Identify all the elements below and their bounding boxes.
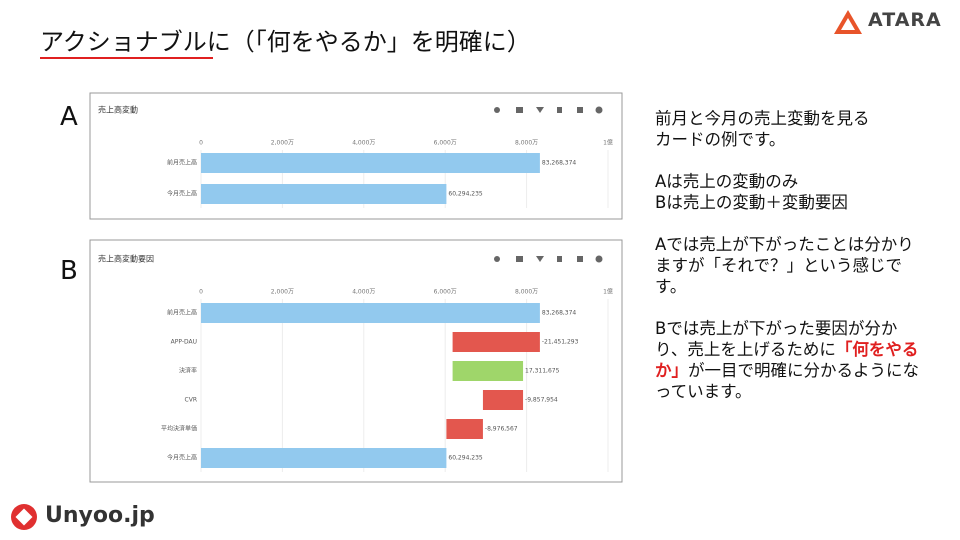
note-text: が一目で明確に分かるようになっています。 <box>655 361 919 401</box>
y-tick-label: 今月売上高 <box>167 190 197 198</box>
y-tick-label: 今月売上高 <box>167 454 197 462</box>
y-tick-label: 平均決済単価 <box>161 425 197 433</box>
toolbar-a <box>494 106 603 114</box>
value-label: 60,294,235 <box>448 191 483 198</box>
note-line: 前月と今月の売上変動を見る <box>655 109 870 128</box>
card-b <box>89 239 623 483</box>
note: Aでは売上が下がったことは分かりますが「それで？」という感じです。 <box>655 234 923 297</box>
slide-title: アクショナブルに（「何をやるか」を明確に） <box>40 28 531 56</box>
x-tick-label: 0 <box>199 140 203 147</box>
chart-title: 売上高変動要因 <box>98 254 154 264</box>
note: 前月と今月の売上変動を見る カードの例です。 <box>655 108 923 150</box>
x-tick-label: 2,000万 <box>271 140 294 147</box>
note-line: Aは売上の変動のみ <box>655 172 799 191</box>
bar <box>446 419 483 439</box>
y-tick-label: 前月売上高 <box>167 309 197 317</box>
x-tick-label: 2,000万 <box>271 289 294 296</box>
x-tick-label: 6,000万 <box>434 289 457 296</box>
bar <box>201 153 540 173</box>
value-label: -8,976,567 <box>485 426 518 433</box>
atara-icon <box>834 10 862 34</box>
y-tick-label: CVR <box>185 397 197 404</box>
x-tick-label: 1億 <box>603 139 613 147</box>
bar <box>452 332 540 352</box>
x-tick-label: 8,000万 <box>515 140 538 147</box>
x-tick-label: 8,000万 <box>515 289 538 296</box>
note-line: カードの例です。 <box>655 130 786 149</box>
notes: 前月と今月の売上変動を見る カードの例です。 Aは売上の変動のみ Bは売上の変動＋変… <box>655 108 923 423</box>
note: Aは売上の変動のみ Bは売上の変動＋変動要因 <box>655 171 923 213</box>
x-tick-label: 0 <box>199 289 203 296</box>
x-tick-label: 4,000万 <box>352 289 375 296</box>
logo: ATARA <box>868 9 942 31</box>
value-label: 83,268,374 <box>542 310 577 317</box>
note-text: Bでは売上が下がった要因が分かり、売上を上げるために <box>655 319 898 359</box>
value-label: 17,311,675 <box>525 368 560 375</box>
unyoo-icon <box>11 504 37 530</box>
x-tick-label: 4,000万 <box>352 140 375 147</box>
label-b: B <box>60 256 78 286</box>
toolbar-b <box>494 255 603 263</box>
label-a: A <box>60 102 78 132</box>
value-label: 83,268,374 <box>542 160 577 167</box>
chart-title: 売上高変動 <box>98 105 138 115</box>
bar <box>482 390 524 410</box>
footer-logo: Unyoo.jp <box>45 503 155 528</box>
bar <box>201 303 540 323</box>
value-label: -9,857,954 <box>525 397 558 404</box>
value-label: 60,294,235 <box>448 455 483 462</box>
bar <box>201 448 447 468</box>
note-line: Aでは売上が下がったことは分かりますが「それで？」という感じです。 <box>655 235 914 296</box>
note-emphasis: 「何をやるか」 <box>655 340 919 380</box>
y-tick-label: APP-DAU <box>171 339 197 346</box>
y-tick-label: 前月売上高 <box>167 159 197 167</box>
bar <box>452 361 524 381</box>
note: Bでは売上が下がった要因が分かり、売上を上げるために「何をやるか」が一目で明確に… <box>655 318 923 402</box>
x-tick-label: 6,000万 <box>434 140 457 147</box>
y-tick-label: 決済率 <box>179 367 197 375</box>
x-tick-label: 1億 <box>603 288 613 296</box>
note-line: Bは売上の変動＋変動要因 <box>655 193 848 212</box>
bar <box>201 184 447 204</box>
value-label: -21,451,293 <box>542 339 579 346</box>
